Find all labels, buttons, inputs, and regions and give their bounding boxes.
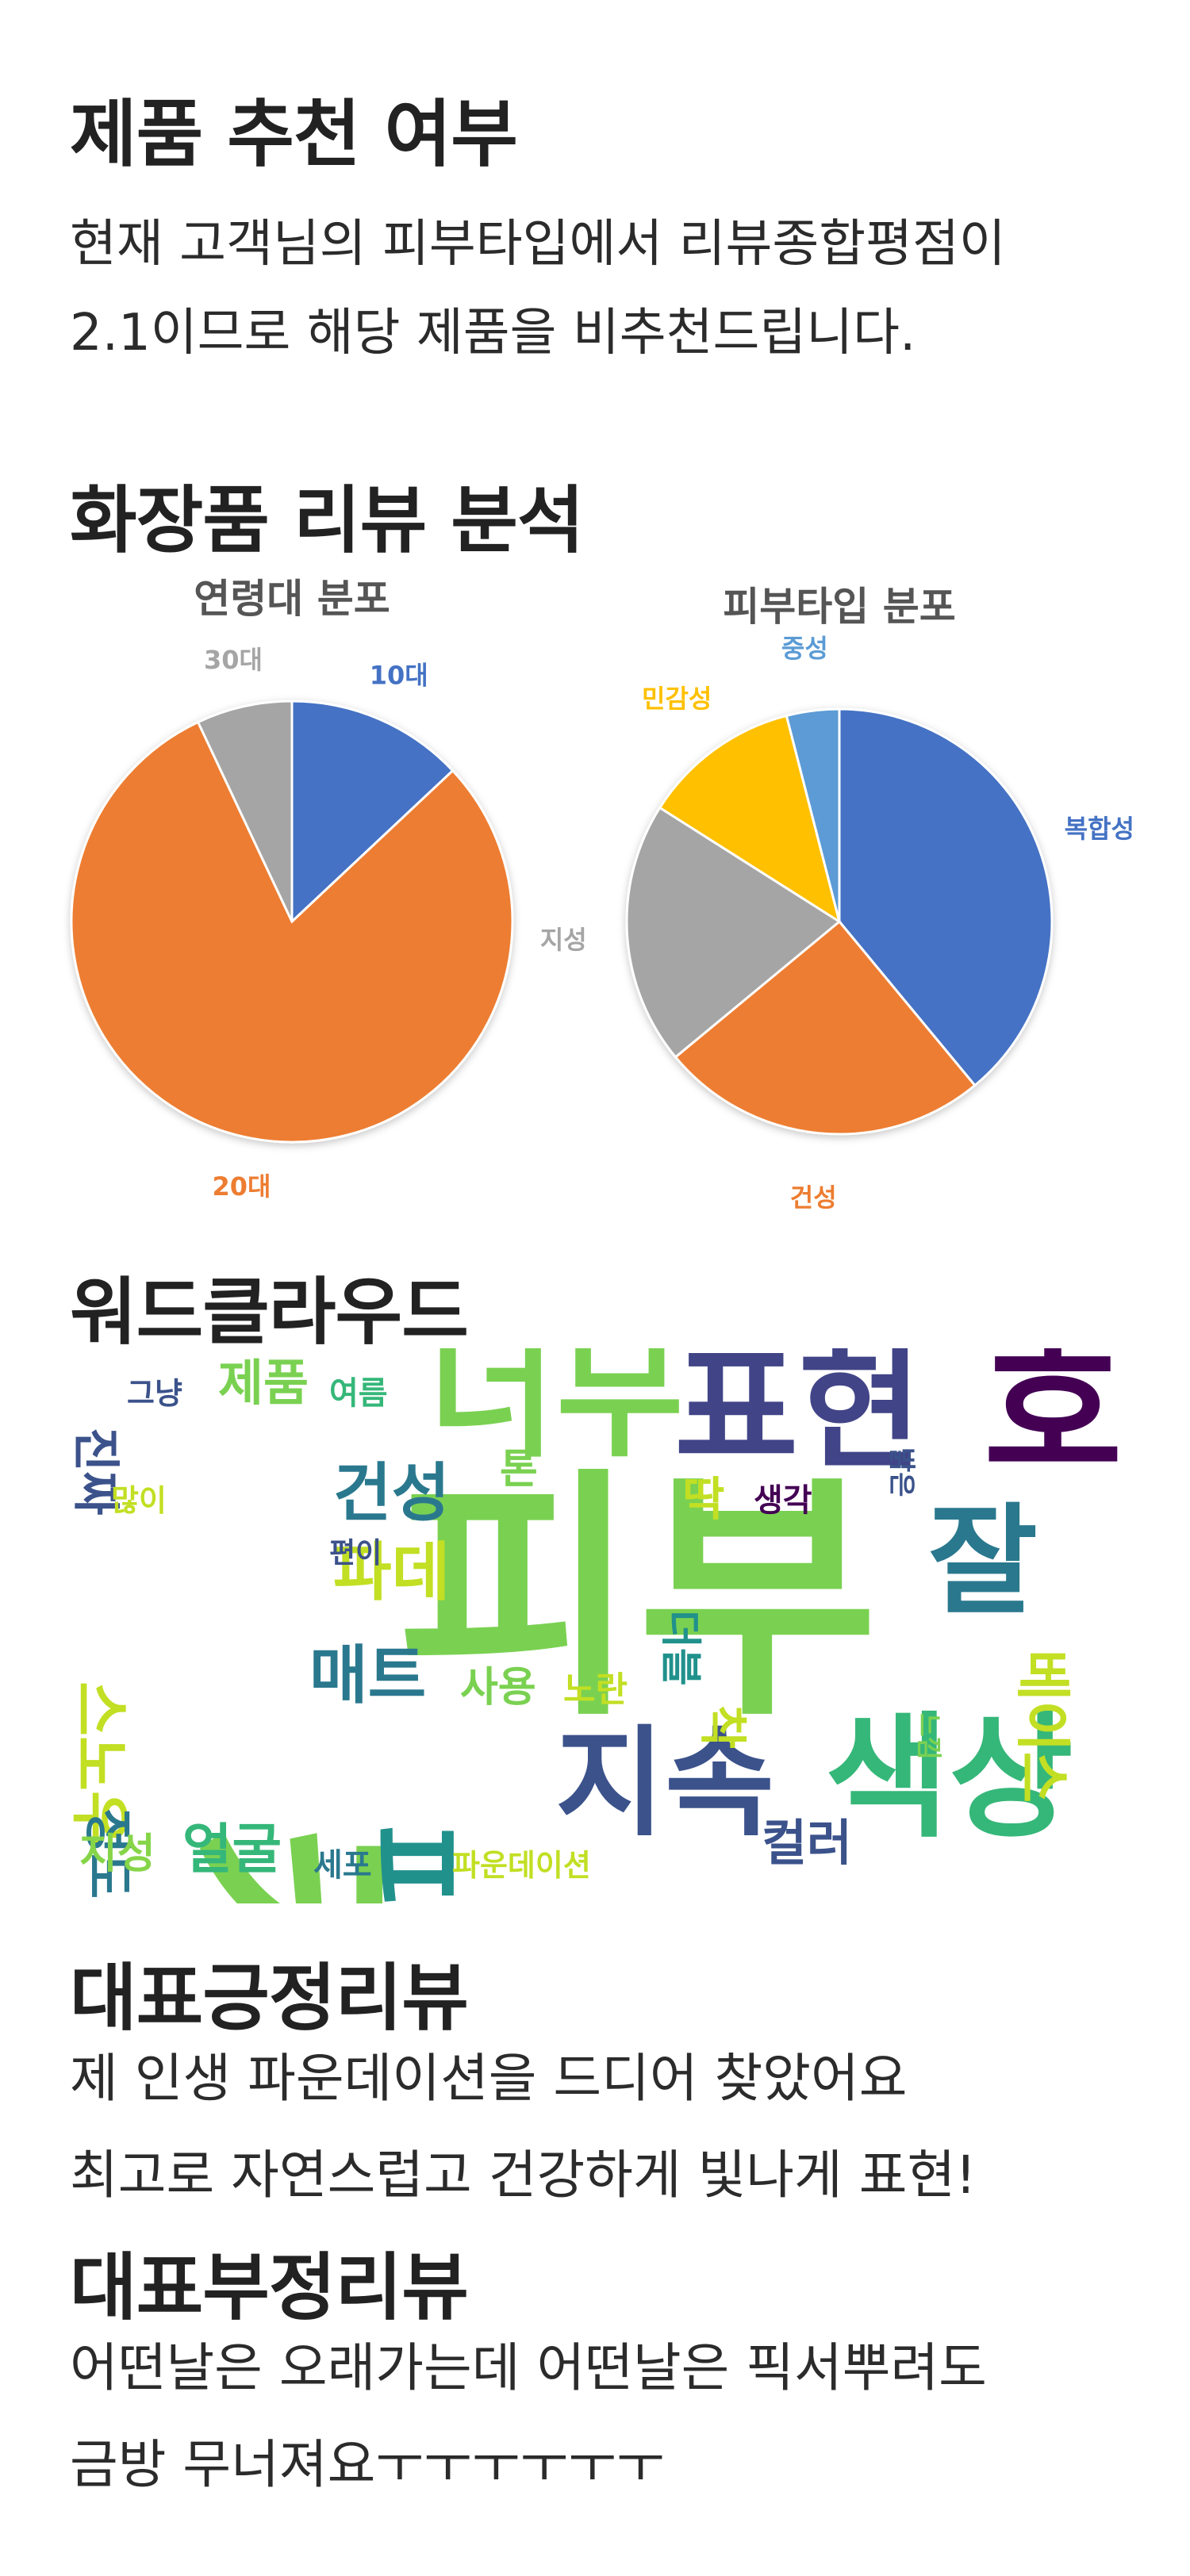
- recommendation-line: 현재 고객님의 피부타입에서 리뷰종합평점이: [70, 215, 1006, 274]
- wordcloud-word: 컬러: [762, 1814, 852, 1872]
- pie-slice-복합성: [838, 707, 1054, 1087]
- wordcloud-word: 톤: [500, 1446, 538, 1493]
- pie-slice-label: 지성: [540, 925, 587, 955]
- wordcloud-word: 파데: [333, 1535, 450, 1609]
- recommendation-title: 제품 추천 여부: [70, 92, 518, 177]
- pie-slice-30대: [196, 700, 294, 922]
- pie-slice-label: 복합성: [1065, 814, 1134, 844]
- wordcloud-word: 밝은: [885, 1447, 917, 1497]
- negative-review-line: 어떤날은 오래가는데 어떤날은 픽서뿌려도: [70, 2337, 987, 2398]
- wordcloud-word: 생각: [754, 1482, 812, 1519]
- pie-slice-label: 30대: [204, 645, 263, 675]
- wordcloud-word: 피: [336, 1824, 474, 1903]
- wordcloud-word: 매트: [309, 1639, 426, 1712]
- wordcloud-word: 지속: [555, 1715, 774, 1853]
- wordcloud-word: 세포: [313, 1847, 372, 1884]
- positive-review-title: 대표긍정리뷰: [70, 1956, 469, 2041]
- wordcloud-word: 베이스: [1010, 1650, 1075, 1803]
- pie-slice-label: 건성: [790, 1183, 837, 1213]
- wordcloud-word: 느낌: [914, 1713, 944, 1760]
- negative-review-line: 금방 무너져요ㅜㅜㅜㅜㅜㅜ: [70, 2434, 665, 2495]
- recommendation-line: 2.1이므로 해당 제품을 비추천드립니다.: [70, 304, 916, 362]
- positive-review-line: 제 인생 파운데이션을 드디어 찾았어요: [70, 2048, 908, 2109]
- wordcloud-word: 착: [694, 1705, 750, 1749]
- negative-review-text: 어떤날은 오래가는데 어떤날은 픽서뿌려도 금방 무너져요ㅜㅜㅜㅜㅜㅜ: [70, 2320, 987, 2513]
- wordcloud-word: 표현: [674, 1348, 923, 1488]
- wordcloud-word: 얼굴: [182, 1819, 282, 1881]
- wordcloud-word: 정도: [79, 1808, 137, 1899]
- wordcloud-word: 커버: [125, 1824, 429, 1903]
- wordcloud-word: 편이: [329, 1537, 382, 1570]
- pie-slice-20대: [70, 720, 514, 1144]
- wordcloud-word: 너무: [428, 1348, 684, 1477]
- wordcloud-word: 사용: [460, 1664, 536, 1712]
- wordcloud-word: 노란: [563, 1669, 628, 1710]
- wordcloud-word: 지성: [79, 1830, 155, 1878]
- pie-slice-label: 민감성: [642, 684, 712, 714]
- wordcloud-word: 잘: [928, 1493, 1038, 1631]
- negative-review-title: 대표부정리뷰: [70, 2245, 469, 2330]
- pie-slice-label: 20대: [212, 1171, 271, 1202]
- wordcloud-word: 파운데이션: [452, 1848, 591, 1883]
- wordcloud-word: 제품: [218, 1354, 309, 1412]
- wordcloud-word: 딱: [682, 1472, 724, 1526]
- pie-slice-10대: [290, 700, 455, 925]
- pie-slice-지성: [625, 806, 842, 1059]
- wordcloud-word: 많이: [111, 1483, 167, 1518]
- pie-slice-중성: [785, 707, 841, 922]
- pie-slice-건성: [674, 919, 977, 1136]
- wordcloud-word: 스노우: [65, 1681, 135, 1846]
- pie-slice-label: 중성: [781, 633, 828, 663]
- pie-chart-1: 연령대 분포 10대 20대 30대: [70, 576, 514, 1202]
- wordcloud-word: 더블: [656, 1610, 704, 1686]
- wordcloud-word: 여름: [329, 1375, 388, 1412]
- wordcloud-word: 색상: [825, 1700, 1073, 1857]
- recommendation-message: 현재 고객님의 피부타입에서 리뷰종합평점이 2.1이므로 해당 제품을 비추천…: [70, 200, 1006, 378]
- wordcloud-title: 워드클라우드: [70, 1270, 469, 1355]
- wordcloud-word: 건성: [333, 1456, 450, 1530]
- analysis-title: 화장품 리뷰 분석: [70, 478, 585, 563]
- pie-chart-title: 피부타입 분포: [723, 584, 955, 630]
- wordcloud-word: 피부: [397, 1447, 878, 1751]
- pie-slice-label: 10대: [370, 661, 428, 691]
- wordcloud-word: 그냥: [127, 1376, 182, 1411]
- pie-chart-title: 연령대 분포: [194, 576, 390, 622]
- wordcloud-word: 호: [984, 1348, 1123, 1499]
- pie-slice-민감성: [658, 714, 842, 925]
- positive-review-line: 최고로 자연스럽고 건강하게 빛나게 표현!: [70, 2145, 977, 2206]
- positive-review-text: 제 인생 파운데이션을 드디어 찾았어요 최고로 자연스럽고 건강하게 빛나게 …: [70, 2030, 977, 2224]
- wordcloud-word: 진짜: [67, 1428, 123, 1515]
